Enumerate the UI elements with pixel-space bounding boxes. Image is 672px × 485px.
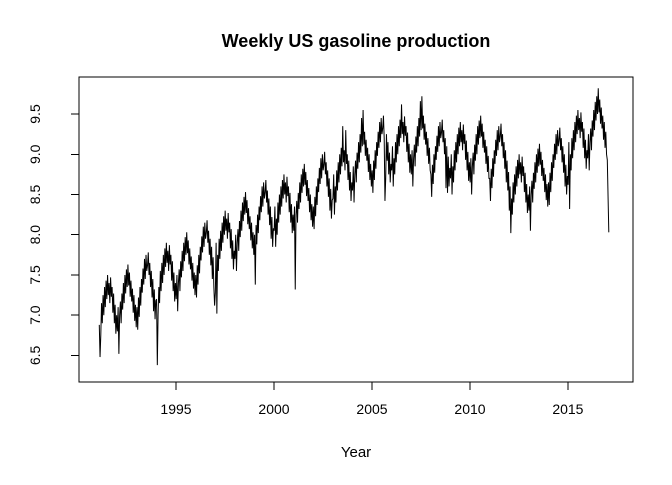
- x-axis-tick-label: 1995: [160, 401, 191, 417]
- plot-box: [78, 76, 634, 383]
- y-axis-tick-label: 6.5: [27, 345, 43, 365]
- y-axis-tick-label: 7.5: [27, 265, 43, 285]
- plot-title: Weekly US gasoline production: [222, 31, 491, 51]
- y-axis-tick-label: 9.5: [27, 104, 43, 124]
- x-axis-label: Year: [341, 444, 371, 461]
- x-axis-tick-label: 2000: [258, 401, 289, 417]
- y-axis-tick-label: 8.0: [27, 225, 43, 245]
- x-axis-tick-label: 2015: [552, 401, 583, 417]
- x-axis-tick-label: 2005: [356, 401, 387, 417]
- x-axis-tick-label: 2010: [454, 401, 485, 417]
- y-axis: 6.5 7.0 7.5 8.0 8.5 9.0 9.5: [27, 104, 79, 365]
- y-axis-tick-label: 7.0: [27, 305, 43, 325]
- x-axis: 1995 2000 2005 2010 2015: [160, 382, 584, 417]
- y-axis-tick-label: 9.0: [27, 144, 43, 164]
- series-line: [98, 88, 610, 366]
- y-axis-tick-label: 8.5: [27, 185, 43, 205]
